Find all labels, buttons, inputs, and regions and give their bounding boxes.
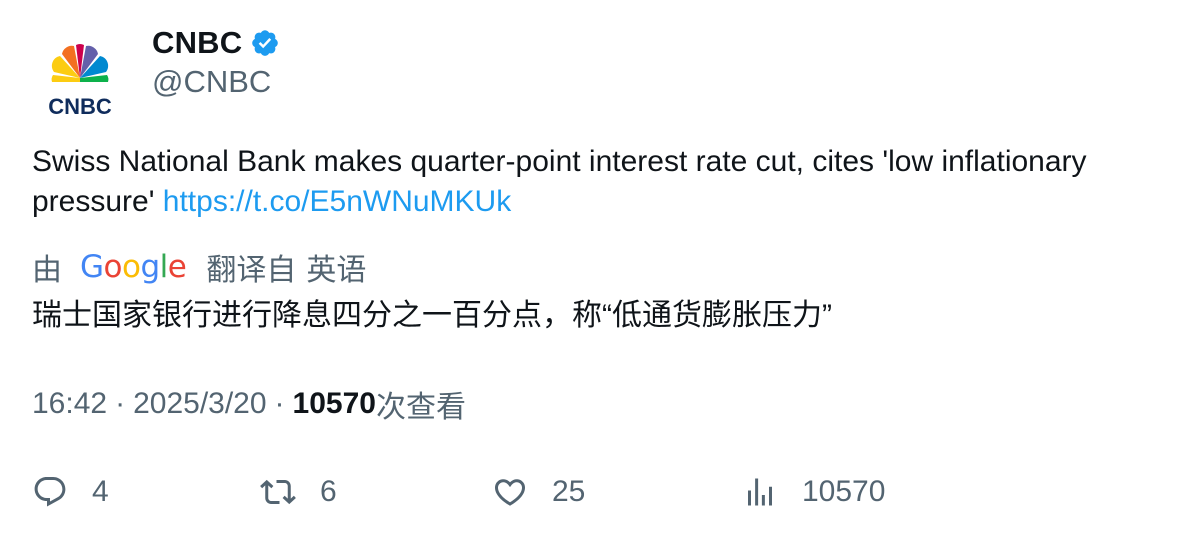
avatar[interactable]: CNBC <box>32 32 128 128</box>
meta-separator: · <box>274 387 285 420</box>
retweet-count: 6 <box>320 475 337 508</box>
retweet-button[interactable]: 6 <box>260 470 337 514</box>
author-display-name[interactable]: CNBC <box>152 25 243 60</box>
bar-chart-icon <box>748 478 772 506</box>
reply-count: 4 <box>92 475 109 508</box>
views-action-count: 10570 <box>802 475 886 508</box>
translated-tweet-text: 瑞士国家银行进行降息四分之一百分点，称“低通货膨胀压力” <box>32 299 832 332</box>
cnbc-peacock-logo-icon: CNBC <box>48 44 112 119</box>
translated-from-label: 翻译自 <box>206 254 297 287</box>
google-logo-icon: Google <box>80 249 187 285</box>
author-handle[interactable]: @CNBC <box>152 64 272 99</box>
tweet-date[interactable]: 2025/3/20 <box>133 387 267 420</box>
reply-icon <box>34 477 66 507</box>
retweet-icon <box>260 479 296 505</box>
verified-badge-icon <box>250 28 280 58</box>
tweet-time[interactable]: 16:42 <box>32 387 108 420</box>
source-language: 英语 <box>306 254 367 287</box>
tweet-meta: 16:42 · 2025/3/20 · 10570 次查看 <box>32 384 466 424</box>
author-name-row: CNBC <box>152 24 280 62</box>
tweet-actions: 4 6 25 10570 <box>32 470 1132 514</box>
translation-attribution: 由 Google 翻译自 英语 <box>32 246 366 288</box>
tweet-header: CNBC CNBC @CNBC <box>32 22 1132 128</box>
heart-icon <box>494 479 526 506</box>
translated-by-label: 由 <box>32 254 62 287</box>
like-button[interactable]: 25 <box>492 470 585 514</box>
like-count: 25 <box>552 475 586 508</box>
tweet-body: Swiss National Bank makes quarter-point … <box>32 145 1087 218</box>
views-count: 10570 <box>292 387 376 420</box>
reply-button[interactable]: 4 <box>32 470 109 514</box>
tweet-text: Swiss National Bank makes quarter-point … <box>32 142 1172 222</box>
meta-separator: · <box>115 387 126 420</box>
views-label: 次查看 <box>375 391 466 424</box>
views-button[interactable]: 10570 <box>742 470 885 514</box>
tweet-link[interactable]: https://t.co/E5nWNuMKUk <box>162 185 512 218</box>
avatar-logo-text: CNBC <box>48 94 112 119</box>
